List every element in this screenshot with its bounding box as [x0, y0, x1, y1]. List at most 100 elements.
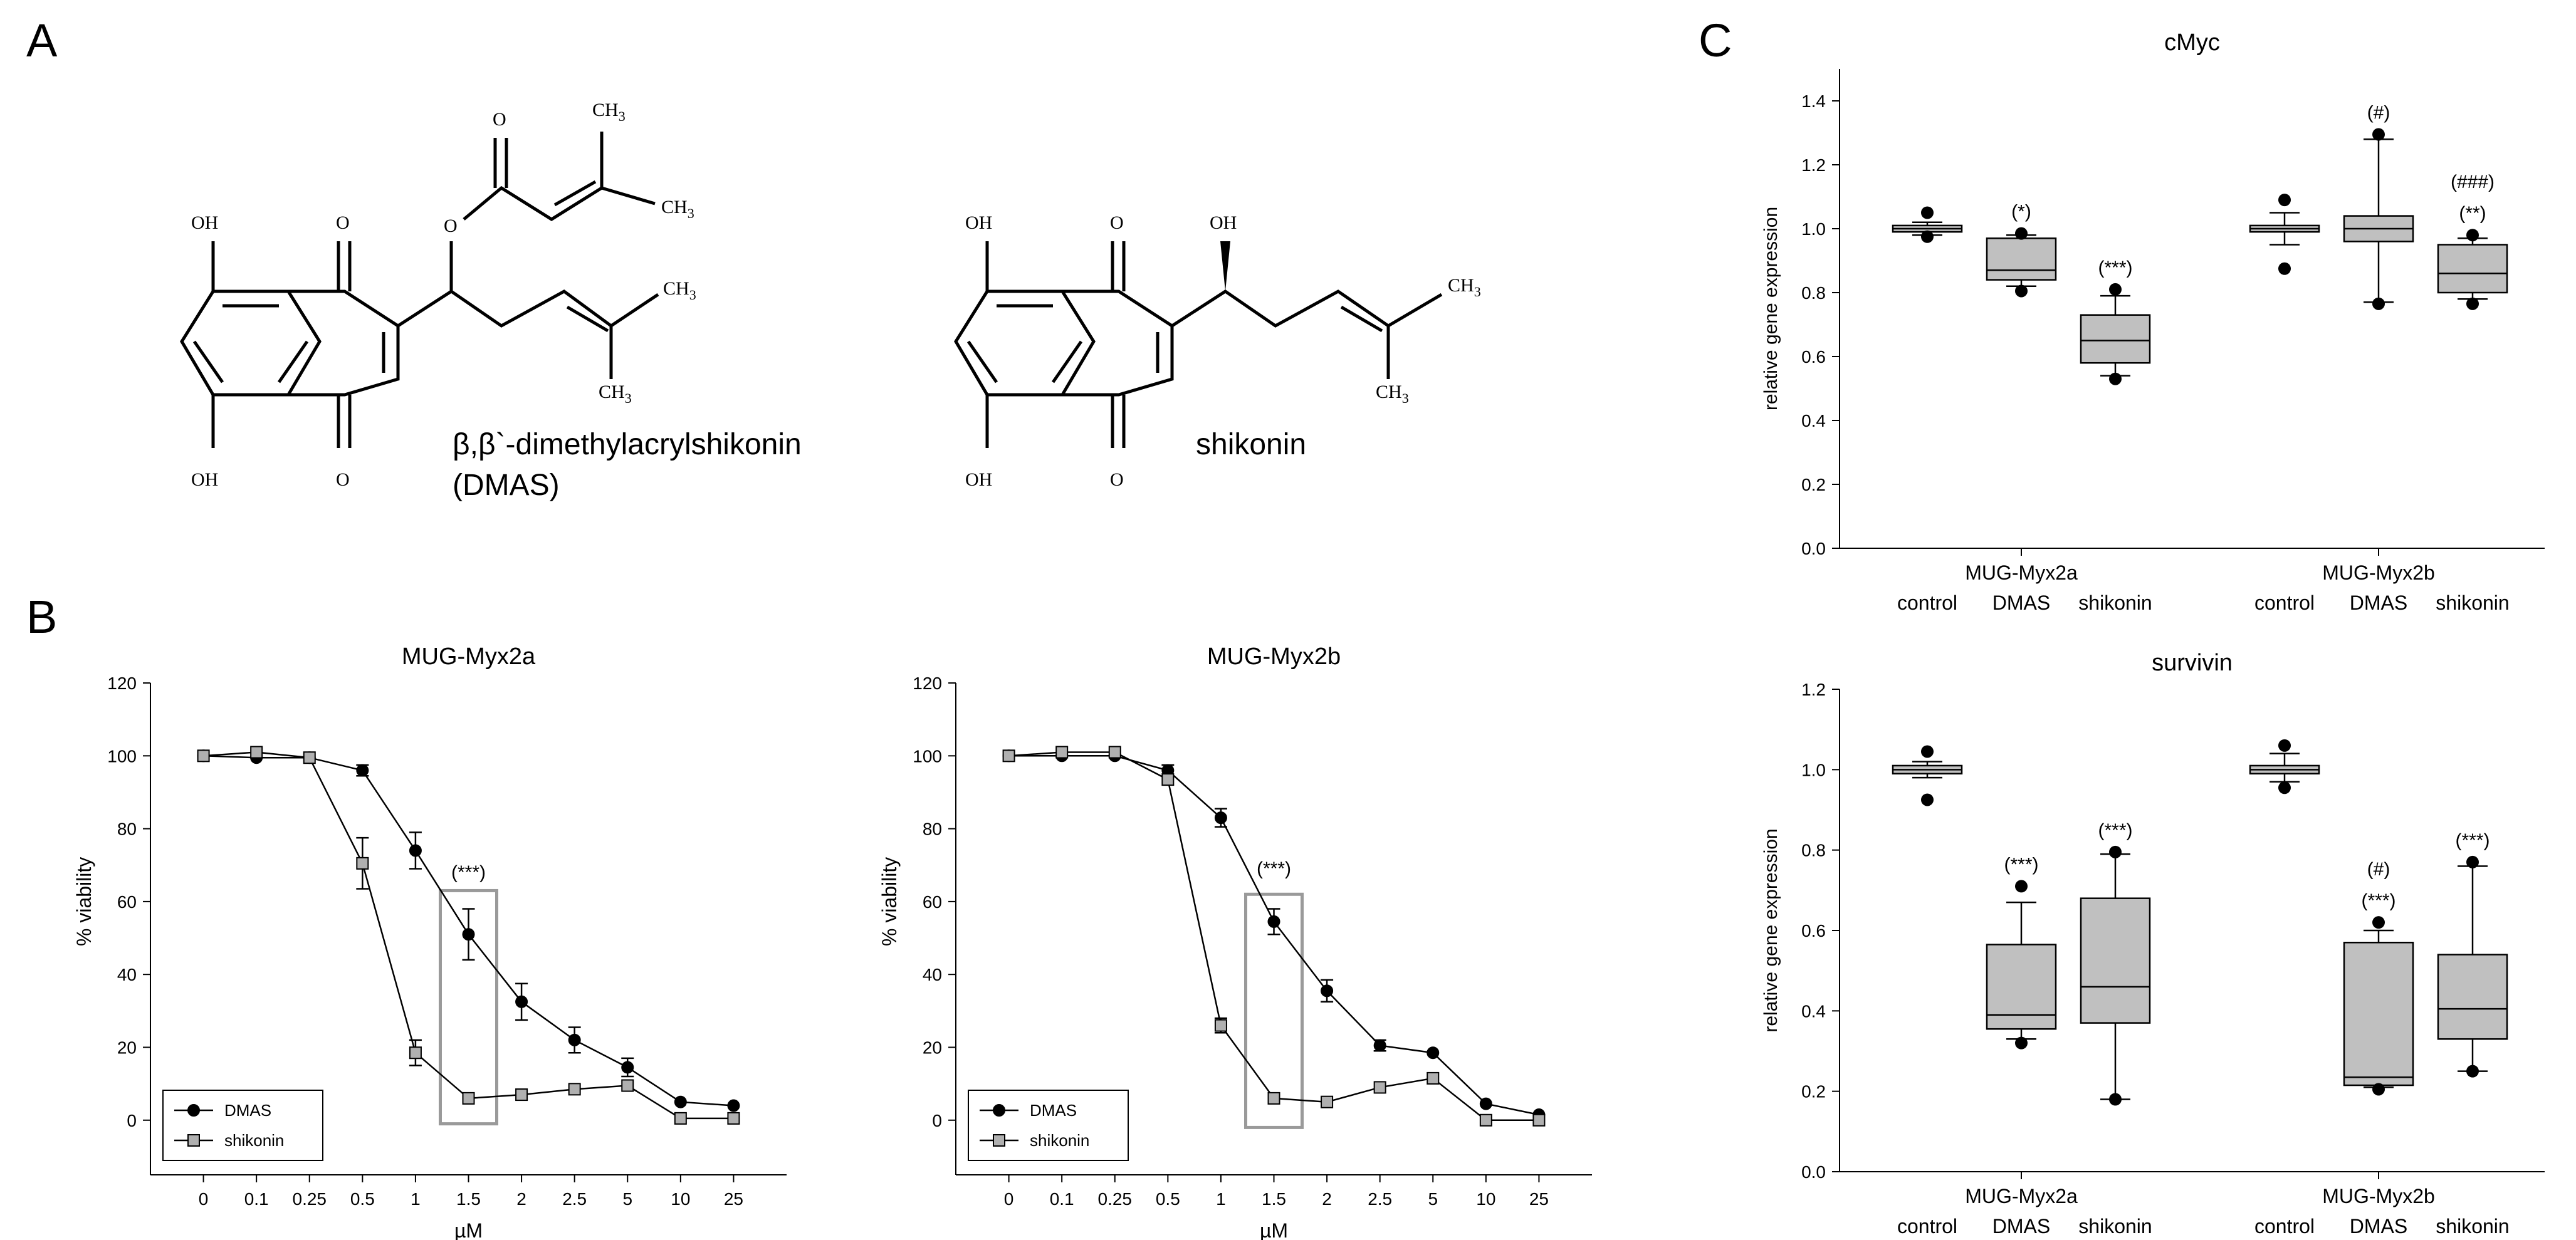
y-axis-label: % viability [73, 857, 95, 946]
y-tick-label: 20 [923, 1038, 942, 1057]
chart-title: MUG-Myx2a [402, 643, 536, 670]
x-tick-label: 0.5 [350, 1189, 375, 1209]
data-point [674, 1095, 687, 1108]
box-iqr [1986, 944, 2057, 1030]
y-tick-label: 80 [117, 820, 137, 839]
dmas-name-line2: (DMAS) [453, 469, 560, 502]
y-tick-label: 120 [107, 674, 137, 693]
x-tick-label: 2.5 [1368, 1189, 1392, 1209]
y-axis-label: relative gene expression [1761, 828, 1781, 1032]
box-iqr [2437, 244, 2508, 294]
box-control [1892, 745, 1963, 806]
y-axis-label: relative gene expression [1761, 207, 1781, 410]
x-tick-label: 10 [1476, 1189, 1495, 1209]
y-tick-label: 0.6 [1801, 921, 1826, 940]
box-DMAS: (#) [2343, 103, 2414, 310]
significance-label: (***) [2004, 854, 2038, 875]
x-tick-label: 1 [1216, 1189, 1226, 1209]
legend-label: shikonin [224, 1131, 284, 1150]
outlier-point [1921, 745, 1934, 758]
dmas-o-ester: O [444, 216, 458, 236]
data-point [1321, 984, 1334, 998]
x-tick-label: 25 [724, 1189, 743, 1209]
y-tick-label: 60 [923, 892, 942, 912]
legend-marker [187, 1134, 200, 1147]
dmas-ch3-1: CH3 [592, 100, 626, 124]
outlier-point [2015, 1036, 2028, 1050]
viability-chart-myx2b: MUG-Myx2b 0 20 40 60 80 100 120 0 0.1 0.25 0.5 1 1.5 2… [878, 643, 1592, 1240]
x-tick-label: 0.25 [293, 1189, 327, 1209]
box-label: control [1897, 591, 1957, 614]
cmyc-boxplot: cMyc 0.0 0.2 0.4 0.6 0.8 1.0 1.2 1.4 relative gen… [1761, 29, 2545, 614]
box-label: DMAS [2350, 591, 2407, 614]
x-tick-label: 1 [411, 1189, 421, 1209]
y-tick-label: 1.0 [1801, 219, 1826, 239]
outlier-point [2109, 1093, 2122, 1106]
x-tick-label: 0 [1004, 1189, 1014, 1209]
outlier-point [2372, 916, 2385, 929]
data-point [515, 995, 528, 1008]
data-point [1161, 773, 1175, 786]
viability-chart-myx2a: MUG-Myx2a 0 20 40 60 80 100 120 0 0.1 0.25 0.5 1 1.5 2… [73, 643, 787, 1240]
significance-label: (***) [2455, 830, 2490, 851]
y-tick-label: 0.6 [1801, 347, 1826, 367]
data-point [1479, 1097, 1492, 1110]
data-point [1321, 1095, 1334, 1108]
series-shikonin [1002, 746, 1546, 1127]
data-point [197, 749, 210, 763]
outlier-point [1921, 230, 1934, 243]
box-DMAS: (***) (#) [2343, 859, 2414, 1096]
significance-label: (***) [2361, 890, 2395, 911]
data-point [303, 751, 316, 764]
legend-box [968, 1090, 1129, 1161]
y-tick-label: 20 [117, 1038, 137, 1057]
data-point [727, 1099, 740, 1112]
box-label: control [1897, 1215, 1957, 1237]
shik-oh-top: OH [965, 212, 992, 233]
dmas-o-bottom: O [336, 469, 350, 490]
dmas-o-top: O [336, 212, 350, 233]
legend-marker [993, 1104, 1005, 1117]
legend-label: shikonin [1030, 1131, 1089, 1150]
outlier-point [2109, 372, 2122, 385]
box-iqr [1986, 237, 2057, 281]
y-tick-label: 0.2 [1801, 1082, 1826, 1102]
survivin-boxplot: survivin 0.0 0.2 0.4 0.6 0.8 1.0 1.2 relative ge… [1761, 650, 2545, 1237]
box-DMAS: (***) [1986, 854, 2057, 1050]
outlier-point [2015, 880, 2028, 893]
series-line [1008, 751, 1539, 1122]
box-label: control [2254, 1215, 2315, 1237]
y-tick-label: 0.0 [1801, 539, 1826, 558]
data-point [1373, 1081, 1386, 1094]
y-tick-label: 1.0 [1801, 760, 1826, 779]
significance-label: (***) [451, 862, 486, 883]
outlier-point [2278, 781, 2291, 795]
x-tick-label: 5 [1428, 1189, 1438, 1209]
box-label: DMAS [1992, 591, 2050, 614]
dmas-ch3-2: CH3 [661, 197, 694, 221]
outlier-point [2015, 227, 2028, 240]
group-label: MUG-Myx2a [1965, 561, 2078, 584]
data-point [1427, 1071, 1440, 1085]
x-tick-label: 2 [516, 1189, 526, 1209]
dmas-o-carbonyl: O [493, 109, 506, 130]
x-tick-label: 0.5 [1156, 1189, 1180, 1209]
shikonin-structure [954, 241, 1443, 448]
x-tick-label: 0 [199, 1189, 209, 1209]
x-tick-label: 10 [671, 1189, 690, 1209]
box-label: shikonin [2436, 1215, 2509, 1237]
y-tick-label: 60 [117, 892, 137, 912]
x-tick-label: 5 [622, 1189, 632, 1209]
panel-label-a: A [26, 14, 58, 66]
box-iqr [2343, 942, 2414, 1086]
significance-label: (#) [2367, 859, 2390, 880]
data-point [727, 1112, 740, 1125]
box-control [2249, 739, 2320, 795]
x-tick-label: 1.5 [456, 1189, 481, 1209]
y-tick-label: 0.8 [1801, 283, 1826, 303]
outlier-point [2466, 297, 2479, 310]
dmas-atom-labels: OH O OH O O O CH3 CH3 CH3 CH3 [191, 100, 696, 490]
data-point [621, 1061, 634, 1074]
y-tick-label: 40 [923, 965, 942, 984]
outlier-point [2372, 297, 2385, 310]
